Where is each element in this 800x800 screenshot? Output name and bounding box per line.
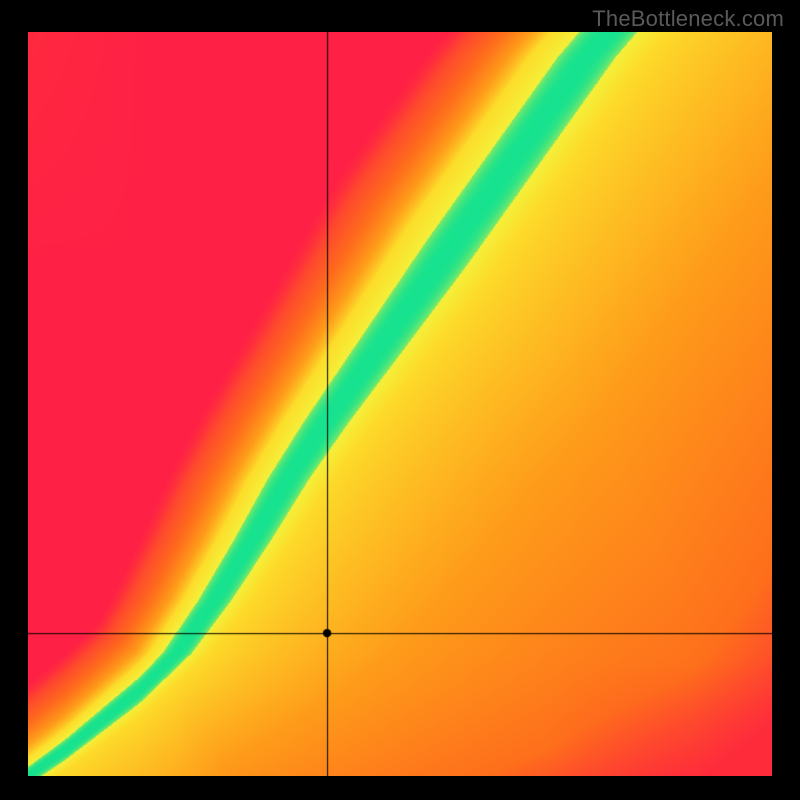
plot-area	[28, 32, 772, 776]
watermark-text: TheBottleneck.com	[592, 6, 784, 32]
heatmap-canvas	[28, 32, 772, 776]
chart-container: TheBottleneck.com	[0, 0, 800, 800]
